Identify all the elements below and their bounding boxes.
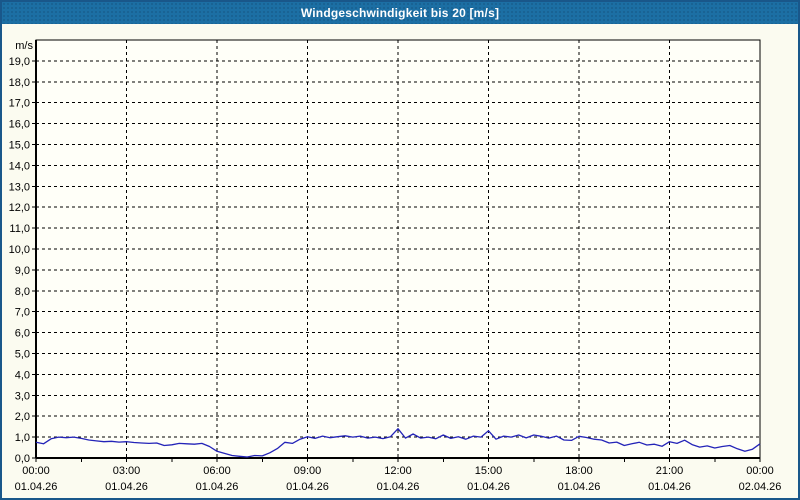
x-tick-date-label: 01.04.26 (105, 481, 148, 493)
y-tick-label: 10,0 (9, 244, 30, 256)
y-tick-label: 2,0 (15, 411, 30, 423)
x-tick-time-label: 09:00 (294, 465, 322, 477)
x-tick-time-label: 18:00 (565, 465, 593, 477)
chart-title: Windgeschwindigkeit bis 20 [m/s] (300, 6, 500, 20)
x-tick-date-label: 01.04.26 (377, 481, 420, 493)
x-tick-time-label: 03:00 (113, 465, 141, 477)
x-tick-time-label: 15:00 (475, 465, 503, 477)
y-tick-label: 3,0 (15, 390, 30, 402)
y-axis-unit-label: m/s (15, 40, 33, 52)
chart-title-bar: Windgeschwindigkeit bis 20 [m/s] (2, 2, 798, 24)
x-tick-date-label: 02.04.26 (739, 481, 782, 493)
wind-speed-line (35, 428, 761, 458)
x-tick-date-label: 01.04.26 (286, 481, 329, 493)
y-tick-label: 6,0 (15, 328, 30, 340)
x-tick-time-label: 00:00 (22, 465, 50, 477)
y-tick-label: 7,0 (15, 307, 30, 319)
y-tick-label: 9,0 (15, 265, 30, 277)
x-tick-date-label: 01.04.26 (196, 481, 239, 493)
x-tick-date-label: 01.04.26 (467, 481, 510, 493)
y-tick-label: 18,0 (9, 77, 30, 89)
y-tick-label: 11,0 (9, 223, 30, 235)
x-tick-time-label: 12:00 (384, 465, 412, 477)
y-tick-label: 13,0 (9, 181, 30, 193)
y-tick-label: 15,0 (9, 140, 30, 152)
y-tick-label: 14,0 (9, 160, 30, 172)
y-tick-label: 0,0 (15, 453, 30, 465)
x-tick-date-label: 01.04.26 (648, 481, 691, 493)
y-tick-label: 5,0 (15, 349, 30, 361)
y-tick-label: 4,0 (15, 369, 30, 381)
y-tick-label: 16,0 (9, 119, 30, 131)
y-tick-label: 12,0 (9, 202, 30, 214)
y-tick-label: 19,0 (9, 56, 30, 68)
y-tick-label: 8,0 (15, 286, 30, 298)
x-tick-time-label: 00:00 (746, 465, 774, 477)
x-tick-date-label: 01.04.26 (15, 481, 58, 493)
x-tick-time-label: 21:00 (656, 465, 684, 477)
y-tick-label: 1,0 (15, 432, 30, 444)
x-tick-time-label: 06:00 (203, 465, 231, 477)
x-tick-date-label: 01.04.26 (558, 481, 601, 493)
y-tick-label: 17,0 (9, 98, 30, 110)
